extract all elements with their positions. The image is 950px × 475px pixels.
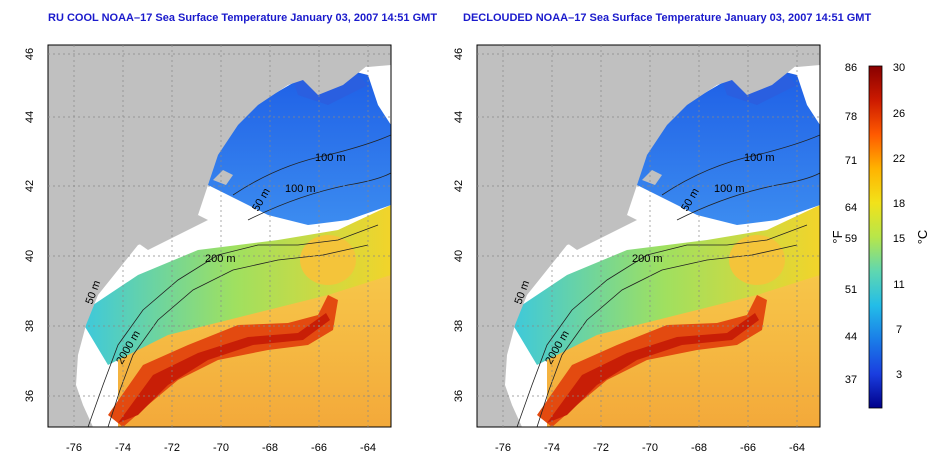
lat-tick: 40	[24, 250, 36, 262]
contour-label: 200 m	[632, 253, 663, 265]
right-map-gridlines	[477, 45, 820, 427]
contour-label: 100 m	[744, 152, 775, 164]
celsius-unit-label: °C	[915, 230, 930, 245]
left-latitude-axis: 46 44 42 40 38 36	[24, 48, 36, 402]
left-map-title: RU COOL NOAA–17 Sea Surface Temperature …	[48, 12, 438, 24]
lon-tick: -74	[115, 442, 131, 454]
lon-tick: -68	[262, 442, 278, 454]
left-map	[48, 45, 391, 427]
celsius-tick: 22	[893, 153, 905, 165]
celsius-tick: 18	[893, 198, 905, 210]
celsius-tick: 3	[896, 369, 902, 381]
lat-tick: 42	[24, 180, 36, 192]
lat-tick: 46	[24, 48, 36, 60]
lat-tick: 46	[453, 48, 465, 60]
lat-tick: 44	[24, 111, 36, 123]
fahrenheit-tick: 78	[845, 111, 857, 123]
celsius-tick: 11	[893, 279, 904, 291]
lon-tick: -68	[691, 442, 707, 454]
lat-tick: 40	[453, 250, 465, 262]
fahrenheit-unit-label: °F	[830, 230, 845, 243]
lon-tick: -74	[544, 442, 560, 454]
right-map-frame	[476, 44, 821, 428]
colorbar-celsius-ticks: 30 26 22 18 15 11 7 3	[893, 62, 905, 381]
lon-tick: -70	[213, 442, 229, 454]
celsius-tick: 30	[893, 62, 905, 74]
lat-tick: 42	[453, 180, 465, 192]
left-longitude-axis: -76 -74 -72 -70 -68 -66 -64	[66, 442, 376, 454]
contour-label: 100 m	[714, 183, 745, 195]
right-map	[477, 45, 820, 427]
lon-tick: -64	[360, 442, 376, 454]
celsius-tick: 7	[896, 324, 902, 336]
lon-tick: -76	[495, 442, 511, 454]
right-map-title: DECLOUDED NOAA–17 Sea Surface Temperatur…	[463, 12, 872, 24]
fahrenheit-tick: 51	[845, 284, 857, 296]
fahrenheit-tick: 64	[845, 202, 857, 214]
fahrenheit-tick: 44	[845, 331, 857, 343]
lon-tick: -76	[66, 442, 82, 454]
lon-tick: -66	[740, 442, 756, 454]
lon-tick: -66	[311, 442, 327, 454]
contour-label: 100 m	[285, 183, 316, 195]
fahrenheit-tick: 86	[845, 62, 857, 74]
lon-tick: -70	[642, 442, 658, 454]
lat-tick: 36	[24, 390, 36, 402]
left-map-gridlines	[48, 45, 391, 427]
celsius-tick: 15	[893, 233, 905, 245]
lat-tick: 38	[453, 320, 465, 332]
fahrenheit-tick: 37	[845, 374, 857, 386]
lon-tick: -72	[164, 442, 180, 454]
right-latitude-axis: 46 44 42 40 38 36	[453, 48, 465, 402]
lat-tick: 36	[453, 390, 465, 402]
lon-tick: -72	[593, 442, 609, 454]
lon-tick: -64	[789, 442, 805, 454]
fahrenheit-tick: 71	[845, 155, 857, 167]
right-longitude-axis: -76 -74 -72 -70 -68 -66 -64	[495, 442, 805, 454]
lat-tick: 44	[453, 111, 465, 123]
fahrenheit-tick: 59	[845, 233, 857, 245]
left-map-frame	[47, 44, 392, 428]
colorbar	[868, 65, 883, 409]
contour-label: 100 m	[315, 152, 346, 164]
celsius-tick: 26	[893, 108, 905, 120]
lat-tick: 38	[24, 320, 36, 332]
colorbar-fahrenheit-ticks: 86 78 71 64 59 51 44 37	[845, 62, 857, 386]
contour-label: 200 m	[205, 253, 236, 265]
